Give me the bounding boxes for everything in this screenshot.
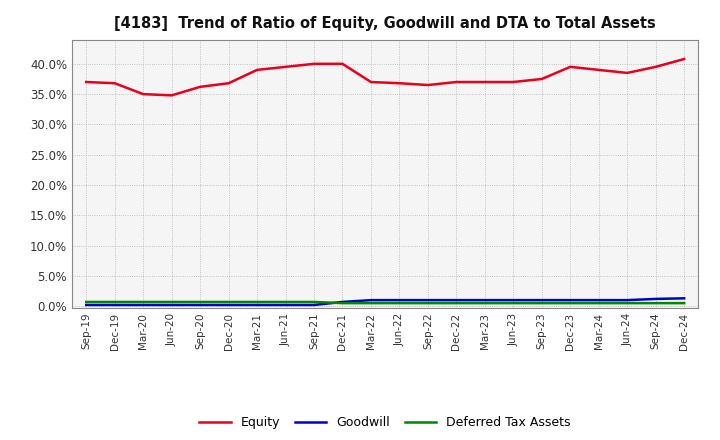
Equity: [509, 79, 518, 84]
Deferred Tax Assets: [452, 301, 461, 306]
Goodwill: [566, 297, 575, 303]
Deferred Tax Assets: [82, 299, 91, 304]
Goodwill: [196, 302, 204, 308]
Deferred Tax Assets: [509, 301, 518, 306]
Deferred Tax Assets: [566, 301, 575, 306]
Equity: [225, 81, 233, 86]
Equity: [167, 93, 176, 98]
Equity: [196, 84, 204, 89]
Equity: [395, 81, 404, 86]
Equity: [282, 64, 290, 70]
Deferred Tax Assets: [225, 299, 233, 304]
Goodwill: [595, 297, 603, 303]
Goodwill: [225, 302, 233, 308]
Goodwill: [509, 297, 518, 303]
Goodwill: [623, 297, 631, 303]
Equity: [652, 64, 660, 70]
Equity: [423, 82, 432, 88]
Goodwill: [253, 302, 261, 308]
Goodwill: [537, 297, 546, 303]
Deferred Tax Assets: [623, 301, 631, 306]
Equity: [566, 64, 575, 70]
Goodwill: [139, 302, 148, 308]
Deferred Tax Assets: [537, 301, 546, 306]
Deferred Tax Assets: [595, 301, 603, 306]
Deferred Tax Assets: [366, 301, 375, 306]
Goodwill: [338, 299, 347, 304]
Equity: [82, 79, 91, 84]
Goodwill: [167, 302, 176, 308]
Goodwill: [480, 297, 489, 303]
Title: [4183]  Trend of Ratio of Equity, Goodwill and DTA to Total Assets: [4183] Trend of Ratio of Equity, Goodwil…: [114, 16, 656, 32]
Equity: [139, 92, 148, 97]
Deferred Tax Assets: [680, 301, 688, 306]
Deferred Tax Assets: [253, 299, 261, 304]
Goodwill: [310, 302, 318, 308]
Deferred Tax Assets: [282, 299, 290, 304]
Goodwill: [452, 297, 461, 303]
Deferred Tax Assets: [196, 299, 204, 304]
Goodwill: [395, 297, 404, 303]
Goodwill: [282, 302, 290, 308]
Equity: [253, 67, 261, 73]
Deferred Tax Assets: [338, 301, 347, 306]
Deferred Tax Assets: [395, 301, 404, 306]
Equity: [537, 77, 546, 82]
Equity: [366, 79, 375, 84]
Goodwill: [680, 296, 688, 301]
Equity: [452, 79, 461, 84]
Deferred Tax Assets: [139, 299, 148, 304]
Equity: [680, 56, 688, 62]
Line: Deferred Tax Assets: Deferred Tax Assets: [86, 302, 684, 303]
Deferred Tax Assets: [480, 301, 489, 306]
Equity: [338, 61, 347, 66]
Deferred Tax Assets: [110, 299, 119, 304]
Equity: [623, 70, 631, 76]
Equity: [310, 61, 318, 66]
Goodwill: [82, 302, 91, 308]
Goodwill: [652, 296, 660, 301]
Goodwill: [366, 297, 375, 303]
Deferred Tax Assets: [310, 299, 318, 304]
Legend: Equity, Goodwill, Deferred Tax Assets: Equity, Goodwill, Deferred Tax Assets: [199, 416, 571, 429]
Equity: [595, 67, 603, 73]
Line: Equity: Equity: [86, 59, 684, 95]
Deferred Tax Assets: [652, 301, 660, 306]
Line: Goodwill: Goodwill: [86, 298, 684, 305]
Equity: [110, 81, 119, 86]
Goodwill: [423, 297, 432, 303]
Equity: [480, 79, 489, 84]
Deferred Tax Assets: [167, 299, 176, 304]
Deferred Tax Assets: [423, 301, 432, 306]
Goodwill: [110, 302, 119, 308]
